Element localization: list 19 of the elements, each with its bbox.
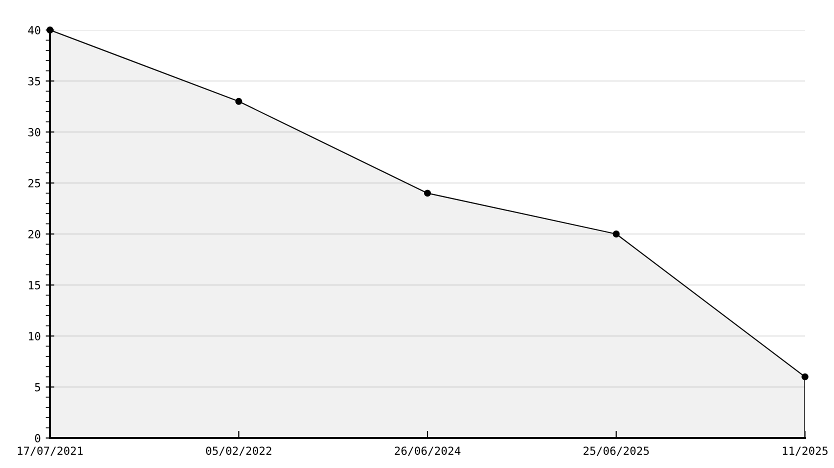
y-tick-label: 40: [28, 26, 40, 34]
point: [612, 230, 620, 238]
y-tick-label: 25: [28, 179, 40, 188]
y-tick-label: 15: [28, 281, 40, 290]
y-tick-label: 35: [28, 77, 40, 86]
point: [235, 98, 242, 105]
y-tick-label: 20: [28, 230, 40, 238]
x-tick-label: 17/07/2021: [18, 446, 83, 456]
point: [46, 26, 54, 34]
x-tick-label: 25/06/2025: [584, 446, 649, 456]
y-tick-label: 0: [35, 434, 40, 442]
x-tick-label: 26/06/2024: [394, 446, 460, 456]
point: [424, 190, 431, 197]
point: [802, 373, 808, 380]
y-tick-label: 5: [35, 383, 40, 392]
x-tick-label: 11/2025: [782, 446, 828, 456]
x-tick-label: 05/02/2022: [206, 446, 272, 456]
y-tick-label: 30: [28, 128, 40, 136]
y-tick-label: 10: [28, 332, 40, 340]
